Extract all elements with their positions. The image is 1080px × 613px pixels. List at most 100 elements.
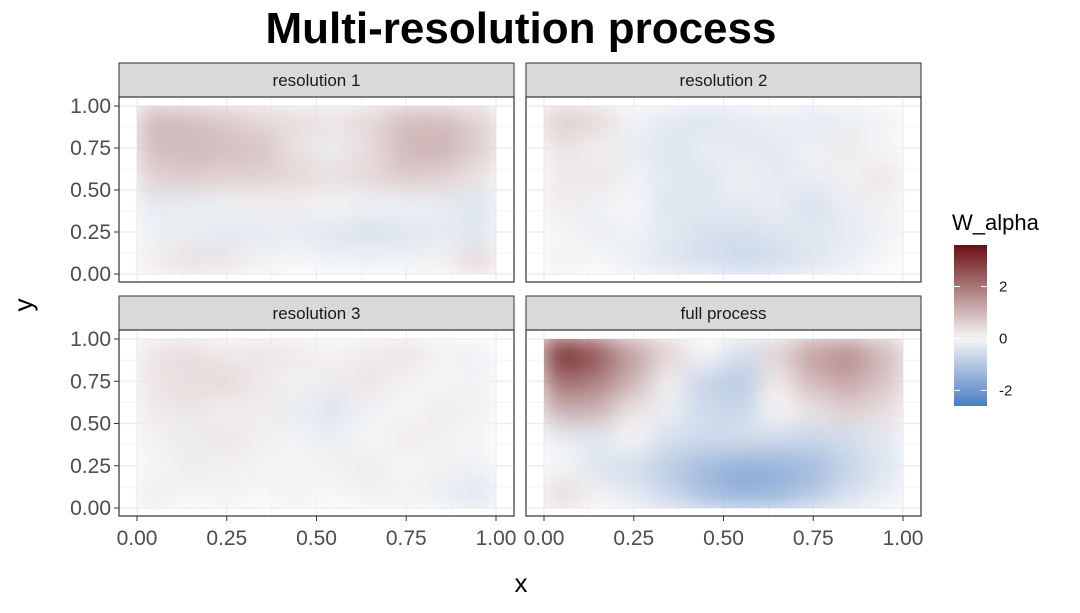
- heatmap-cell: [137, 339, 174, 369]
- heatmap-cell: [459, 245, 496, 274]
- heatmap-cell: [830, 106, 869, 135]
- panel-4: full process: [525, 295, 922, 517]
- heatmap-cell: [866, 450, 903, 481]
- heatmap-cell: [243, 366, 282, 397]
- heatmap-cell: [387, 450, 426, 481]
- heatmap-cell: [279, 106, 318, 135]
- heatmap-cell: [866, 161, 903, 191]
- heatmap-cell: [686, 339, 725, 369]
- heatmap-cell: [722, 478, 761, 508]
- panel-border: [525, 96, 922, 283]
- x-axis-title: x: [515, 568, 528, 598]
- heatmap-cell: [794, 217, 833, 247]
- heatmap-cell: [650, 161, 689, 191]
- heatmap-cell: [686, 450, 725, 481]
- heatmap-cell: [279, 366, 318, 397]
- heatmap-cell: [578, 217, 617, 247]
- heatmap-cell: [686, 422, 725, 453]
- x-tick-label: 0.00: [524, 527, 565, 550]
- panel-3: resolution 3: [118, 295, 515, 517]
- heatmap-cell: [830, 450, 869, 481]
- heatmap-cell: [351, 478, 390, 508]
- heatmap-cell: [650, 217, 689, 247]
- heatmap-cell: [137, 189, 174, 219]
- heatmap-cell: [578, 450, 617, 481]
- facet-strip-label: resolution 2: [680, 71, 768, 90]
- heatmap-cell: [459, 106, 496, 135]
- x-tick-label: 0.25: [206, 527, 247, 550]
- heatmap-cell: [171, 394, 210, 425]
- heatmap-cell: [686, 245, 725, 274]
- heatmap-cell: [171, 245, 210, 274]
- heatmap-cell: [137, 106, 174, 135]
- heatmap-cell: [387, 217, 426, 247]
- heatmap-cell: [686, 133, 725, 163]
- heatmap-cell: [544, 394, 581, 425]
- heatmap-cell: [544, 422, 581, 453]
- heatmap-cell: [686, 217, 725, 247]
- heatmap-cell: [722, 133, 761, 163]
- heatmap-cell: [830, 478, 869, 508]
- heatmap-cell: [351, 339, 390, 369]
- facet-strip: [525, 62, 922, 98]
- heatmap-cell: [614, 133, 653, 163]
- heatmap-cell: [459, 339, 496, 369]
- heatmap-cell: [315, 217, 354, 247]
- x-tick-label: 0.00: [117, 527, 158, 550]
- heatmap-cell: [866, 106, 903, 135]
- heatmap-cell: [315, 478, 354, 508]
- heatmap-cell: [758, 217, 797, 247]
- heatmap-cell: [279, 245, 318, 274]
- heatmap-cell: [866, 478, 903, 508]
- heatmap-cell: [686, 161, 725, 191]
- heatmap-cell: [650, 189, 689, 219]
- heatmap-cell: [722, 106, 761, 135]
- heatmap-cell: [387, 339, 426, 369]
- heatmap-cell: [351, 245, 390, 274]
- heatmap-cell: [614, 189, 653, 219]
- heatmap-cell: [614, 106, 653, 135]
- heatmap-cell: [794, 422, 833, 453]
- heatmap-cell: [722, 161, 761, 191]
- heatmap-cell: [279, 422, 318, 453]
- heatmap-cell: [578, 366, 617, 397]
- heatmap-cell: [387, 422, 426, 453]
- heatmap-cell: [794, 245, 833, 274]
- heatmap-cell: [243, 339, 282, 369]
- heatmap-cell: [866, 217, 903, 247]
- heatmap-cell: [866, 133, 903, 163]
- heatmap-cell: [243, 450, 282, 481]
- heatmap-cell: [137, 366, 174, 397]
- y-tick-label: 0.25: [70, 221, 111, 244]
- heatmap-cell: [578, 245, 617, 274]
- heatmap-cell: [459, 394, 496, 425]
- chart-title: Multi-resolution process: [266, 4, 777, 53]
- heatmap-cell: [423, 133, 462, 163]
- heatmap-cell: [544, 133, 581, 163]
- heatmap-cell: [171, 450, 210, 481]
- heatmap-cell: [315, 450, 354, 481]
- heatmap-cell: [423, 394, 462, 425]
- heatmap-cell: [171, 217, 210, 247]
- heatmap-cell: [137, 245, 174, 274]
- heatmap-cell: [207, 422, 246, 453]
- heatmap-cell: [866, 394, 903, 425]
- heatmap-cell: [758, 478, 797, 508]
- heatmap-cell: [544, 161, 581, 191]
- heatmap-cell: [722, 450, 761, 481]
- heatmap-cell: [614, 422, 653, 453]
- heatmap-cell: [686, 478, 725, 508]
- facet-strip-label: full process: [681, 304, 767, 323]
- heatmap-cell: [544, 106, 581, 135]
- heatmap-cell: [758, 366, 797, 397]
- heatmap-cell: [387, 245, 426, 274]
- heatmap-cell: [722, 217, 761, 247]
- heatmap-cell: [578, 422, 617, 453]
- heatmap-cell: [387, 106, 426, 135]
- panel-2: resolution 2: [525, 62, 922, 283]
- heatmap-cell: [544, 366, 581, 397]
- heatmap-cell: [171, 366, 210, 397]
- facet-strip: [118, 62, 515, 98]
- y-tick-label: 0.75: [70, 137, 111, 160]
- axes: 0.00 0.25 0.50 0.75 1.00 0.00 0.25 0.50 0.75 1.00…: [70, 95, 923, 550]
